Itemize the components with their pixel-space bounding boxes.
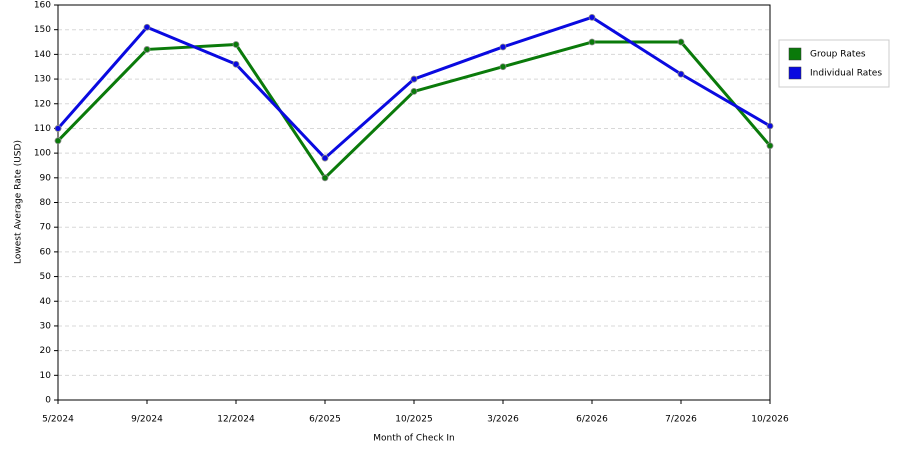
y-tick-label: 70 (40, 223, 52, 233)
y-tick-label: 10 (40, 371, 52, 381)
legend-label: Individual Rates (810, 69, 882, 79)
y-tick-label: 30 (40, 321, 52, 331)
data-point (766, 142, 774, 150)
data-point (143, 46, 151, 53)
x-tick-label: 9/2024 (131, 415, 163, 425)
y-tick-label: 100 (34, 149, 51, 159)
data-point (232, 60, 240, 68)
legend-label: Group Rates (810, 50, 866, 60)
y-tick-label: 60 (40, 247, 52, 257)
y-tick-label: 120 (34, 99, 51, 109)
x-axis-label: Month of Check In (373, 434, 455, 444)
data-point (321, 174, 329, 182)
legend-swatch (788, 66, 802, 80)
data-point (588, 13, 596, 21)
x-tick-label: 3/2026 (487, 415, 519, 425)
y-tick-label: 110 (34, 124, 51, 134)
y-tick-label: 130 (34, 75, 51, 85)
x-tick-label: 7/2026 (665, 415, 697, 425)
data-point (588, 38, 596, 46)
data-point (677, 70, 685, 78)
data-point (499, 43, 507, 51)
y-axis-label: Lowest Average Rate (USD) (14, 140, 24, 264)
y-tick-label: 50 (40, 272, 52, 282)
y-tick-label: 150 (34, 25, 51, 35)
data-point (232, 41, 240, 48)
x-tick-label: 10/2026 (751, 415, 789, 425)
data-point (766, 122, 774, 130)
y-tick-label: 90 (40, 173, 52, 183)
data-point (54, 137, 62, 145)
x-tick-label: 10/2025 (395, 415, 432, 425)
y-tick-label: 20 (40, 346, 52, 356)
data-point (499, 63, 507, 71)
y-tick-label: 0 (45, 396, 51, 406)
y-tick-label: 80 (40, 198, 52, 208)
x-tick-label: 6/2025 (309, 415, 341, 425)
data-point (143, 23, 151, 31)
y-tick-label: 40 (40, 297, 52, 307)
y-tick-label: 160 (34, 1, 51, 11)
data-point (410, 75, 418, 83)
data-point (54, 125, 62, 132)
plot-area (58, 5, 770, 400)
legend-box (778, 39, 890, 88)
data-point (410, 88, 418, 95)
x-tick-label: 12/2024 (217, 415, 255, 425)
x-tick-label: 6/2026 (576, 415, 608, 425)
y-tick-label: 140 (34, 50, 51, 60)
data-point (321, 154, 329, 162)
legend-swatch (788, 47, 802, 61)
x-tick-label: 5/2024 (42, 415, 74, 425)
data-point (677, 38, 685, 46)
